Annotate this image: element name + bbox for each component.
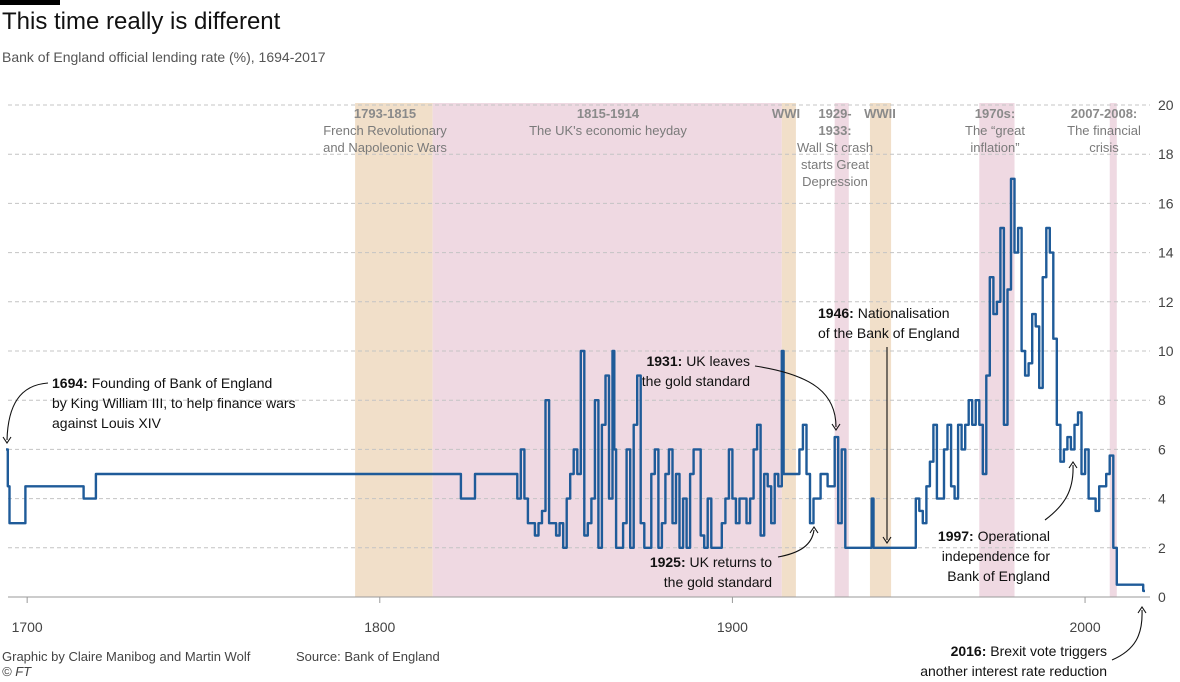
y-tick-label: 20 [1158,97,1174,113]
y-tick-label: 12 [1158,294,1174,310]
shaded-period-0 [355,103,433,597]
y-tick-label: 16 [1158,195,1174,211]
footer: Graphic by Claire Manibog and Martin Wol… [2,649,482,664]
x-tick-label: 1800 [364,619,395,635]
period-label-2: WWI [772,106,800,121]
arrow-head-icon [2,436,12,444]
annotation-1946: 1946: Nationalisation of the Bank of Engl… [818,305,960,341]
rate-line [6,177,1145,593]
arrow-head-icon [882,536,892,544]
shaded-period-4 [869,103,892,597]
y-axis-ticks: 0 2 4 6 8 10 12 14 16 18 20 [1158,97,1174,605]
annotation-1925: 1925: UK returns to the gold standard [650,554,772,590]
y-tick-label: 18 [1158,146,1174,162]
source-text: Source: Bank of England [295,649,440,664]
y-tick-label: 14 [1158,245,1174,261]
shaded-period-5 [979,103,1015,597]
y-tick-label: 2 [1158,540,1166,556]
annotations: 1694: Founding of Bank of England by King… [52,305,1107,679]
y-tick-label: 8 [1158,392,1166,408]
arrow-head-icon [831,423,841,431]
annotation-arrow-1 [754,365,837,428]
x-tick-label: 1700 [12,619,43,635]
annotation-arrow-4 [1044,464,1074,521]
arrow-head-icon [1137,606,1147,614]
chart-subtitle: Bank of England official lending rate (%… [2,49,326,65]
chart-title: This time really is different [2,8,281,35]
period-label-3: 1929-1933: Wall St crash starts Great Depre… [797,106,873,189]
arrow-head-icon [809,526,819,534]
y-tick-label: 0 [1158,589,1166,605]
y-tick-label: 4 [1158,491,1166,507]
copyright-text: © FT [2,664,32,679]
annotation-arrows [2,347,1147,661]
period-label-1: 1815-1914 The UK's economic heyday [529,106,687,138]
shaded-period-6 [1109,103,1117,597]
annotation-1997: 1997: Operational independence for Bank of… [938,528,1050,584]
x-tick-label: 2000 [1069,619,1100,635]
period-labels: 1793-1815 French Revolutionary and Napoleo… [323,106,1141,189]
y-tick-label: 10 [1158,343,1174,359]
annotation-1931: 1931: UK leaves the gold standard [642,353,750,389]
x-axis-ticks: 1700 1800 1900 2000 [12,597,1101,635]
annotation-arrow-5 [1111,609,1143,661]
period-label-5: 1970s: The “great inflation” [965,106,1025,155]
ft-top-bar [0,0,60,5]
x-tick-label: 1900 [717,619,748,635]
arrow-head-icon [1068,461,1078,469]
annotation-2016: 2016: Brexit vote triggers another intere… [920,643,1107,679]
period-label-6: 2007-2008: The financial crisis [1067,106,1141,155]
period-label-4: WWII [864,106,896,121]
credit-text: Graphic by Claire Manibog and Martin Wol… [2,649,251,664]
period-label-0: 1793-1815 French Revolutionary and Napoleo… [323,106,447,155]
shaded-period-1 [432,103,782,597]
y-tick-label: 6 [1158,441,1166,457]
annotation-1694: 1694: Founding of Bank of England by King… [52,375,296,431]
annotation-arrow-3 [777,529,815,558]
annotation-arrow-0 [6,382,49,441]
gridlines [8,104,1150,598]
